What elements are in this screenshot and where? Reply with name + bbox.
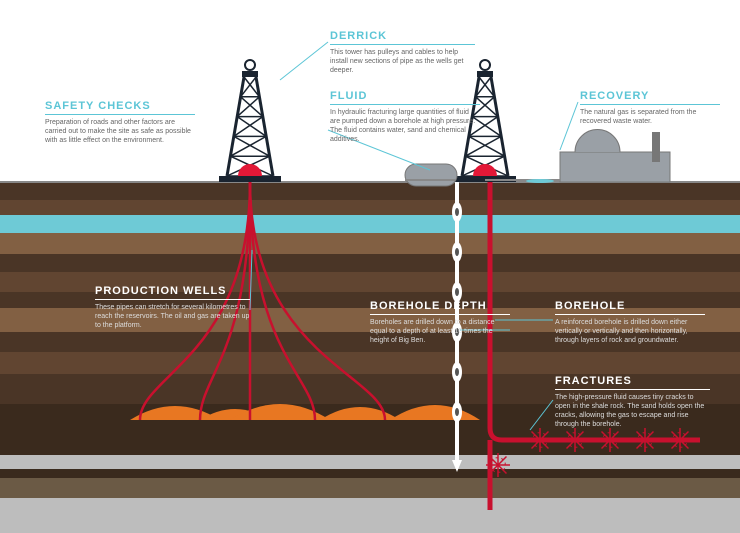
label-borehole: BOREHOLE A reinforced borehole is drille… — [555, 300, 705, 345]
label-fluid: FLUID In hydraulic fracturing large quan… — [330, 90, 480, 144]
label-title: RECOVERY — [580, 90, 720, 105]
label-desc: The natural gas is separated from the re… — [580, 108, 720, 126]
label-title: BOREHOLE DEPTH — [370, 300, 510, 315]
diagram-svg — [0, 0, 740, 533]
label-title: FLUID — [330, 90, 480, 105]
label-desc: A reinforced borehole is drilled down ei… — [555, 318, 705, 345]
label-title: BOREHOLE — [555, 300, 705, 315]
label-desc: The high-pressure fluid causes tiny crac… — [555, 393, 710, 429]
label-desc: This tower has pulleys and cables to hel… — [330, 48, 475, 75]
label-derrick: DERRICK This tower has pulleys and cable… — [330, 30, 475, 75]
label-safety: SAFETY CHECKS Preparation of roads and o… — [45, 100, 195, 145]
label-borehole-depth: BOREHOLE DEPTH Boreholes are drilled dow… — [370, 300, 510, 345]
label-title: FRACTURES — [555, 375, 710, 390]
label-fractures: FRACTURES The high-pressure fluid causes… — [555, 375, 710, 429]
label-desc: Preparation of roads and other factors a… — [45, 118, 195, 145]
label-desc: In hydraulic fracturing large quantities… — [330, 108, 480, 144]
label-title: SAFETY CHECKS — [45, 100, 195, 115]
label-title: DERRICK — [330, 30, 475, 45]
label-recovery: RECOVERY The natural gas is separated fr… — [580, 90, 720, 126]
label-title: PRODUCTION WELLS — [95, 285, 250, 300]
label-production-wells: PRODUCTION WELLS These pipes can stretch… — [95, 285, 250, 330]
fracking-infographic: SAFETY CHECKS Preparation of roads and o… — [0, 0, 740, 533]
label-desc: Boreholes are drilled down to a distance… — [370, 318, 510, 345]
label-desc: These pipes can stretch for several kilo… — [95, 303, 250, 330]
